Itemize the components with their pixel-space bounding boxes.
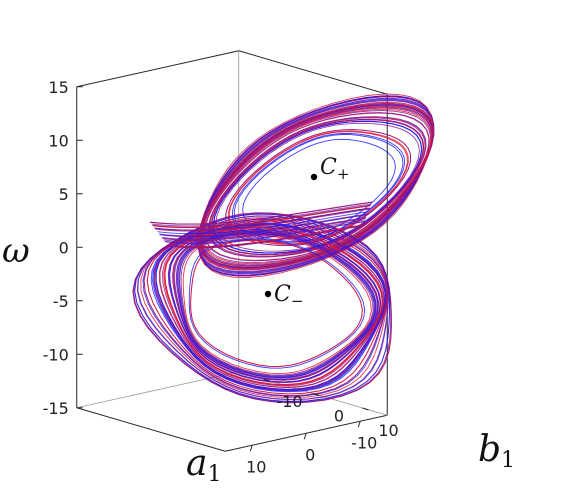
trajectory-line (161, 216, 367, 240)
trajectory-line (151, 203, 372, 227)
trajectory-line (201, 108, 432, 265)
x-tick-label: 0 (305, 445, 315, 464)
fixed-point-label-main: C (274, 282, 291, 307)
trajectory-line (163, 227, 384, 386)
trajectory-line (134, 213, 390, 402)
fixed-points: C+C− (264, 155, 349, 310)
trajectory-line (165, 221, 365, 245)
z-tick-label: 15 (48, 78, 68, 97)
trajectory-line (178, 233, 376, 377)
y-axis-label: b1 (478, 429, 515, 473)
x-tick-mark (303, 433, 307, 440)
tick-labels: 15 10 5 0 -5 -10 -15 10 0 -10 -10 0 10 (43, 78, 399, 477)
trajectory-line (164, 220, 365, 244)
x-axis-label-sub: 1 (207, 462, 221, 487)
fixed-point-marker (264, 290, 272, 298)
x-axis-label-main: a (186, 443, 207, 484)
z-axis-label: ω (2, 231, 30, 271)
x-axis-label: a1 (186, 443, 221, 487)
trajectory-line (175, 232, 377, 379)
z-tick-label: -5 (53, 292, 69, 311)
x-tick-label: 10 (246, 457, 266, 476)
x-tick-mark (357, 421, 361, 428)
fixed-point-label-sub: − (291, 292, 304, 310)
y-tick-label: 10 (378, 421, 398, 440)
trajectory-group (132, 93, 435, 404)
trajectory-line (168, 225, 363, 249)
trajectory-line (200, 106, 433, 267)
trajectory-line (164, 227, 383, 385)
z-tick-label: 10 (48, 131, 68, 150)
z-tick-label: -10 (43, 345, 69, 364)
trajectory-line (225, 129, 412, 247)
z-tick-label: 5 (59, 185, 69, 204)
box-edge-top-left (76, 50, 239, 88)
z-tick-label: -15 (43, 399, 69, 418)
trajectory-line (136, 215, 389, 401)
y-axis-label-sub: 1 (501, 448, 515, 473)
trajectory-line (154, 207, 370, 231)
fixed-point-marker (310, 173, 318, 181)
z-tick-label: 0 (59, 238, 69, 257)
y-tick-mark (362, 407, 369, 411)
trajectory-line (159, 214, 368, 238)
x-tick-label: -10 (351, 433, 377, 452)
trajectory-line (155, 208, 370, 232)
trajectory-line (167, 224, 364, 248)
trajectory-line (167, 228, 382, 384)
fixed-point-label: C− (274, 282, 303, 310)
trajectory-line (152, 205, 371, 228)
x-tick-mark (249, 445, 253, 452)
trajectory-line (163, 219, 366, 243)
y-tick-mark (312, 393, 320, 396)
trajectory-line (157, 211, 369, 235)
trajectory-line (228, 131, 408, 245)
trajectory-line (152, 204, 371, 228)
trajectory-line (150, 201, 373, 225)
fixed-point-label-main: C (320, 155, 337, 180)
x-axis-line (76, 407, 226, 452)
y-tick-mark (263, 378, 270, 382)
trajectory-line (162, 217, 366, 241)
y-tick-label: 0 (334, 407, 344, 426)
trajectory-line (159, 213, 368, 237)
box-edge-top-back (238, 50, 388, 95)
trajectory-line (188, 238, 366, 369)
y-tick-label: -10 (276, 392, 302, 411)
fixed-point-label: C+ (320, 155, 349, 183)
y-axis-label-main: b (478, 429, 501, 470)
fixed-point-label-sub: + (337, 165, 350, 183)
floor-back-left (76, 371, 239, 409)
